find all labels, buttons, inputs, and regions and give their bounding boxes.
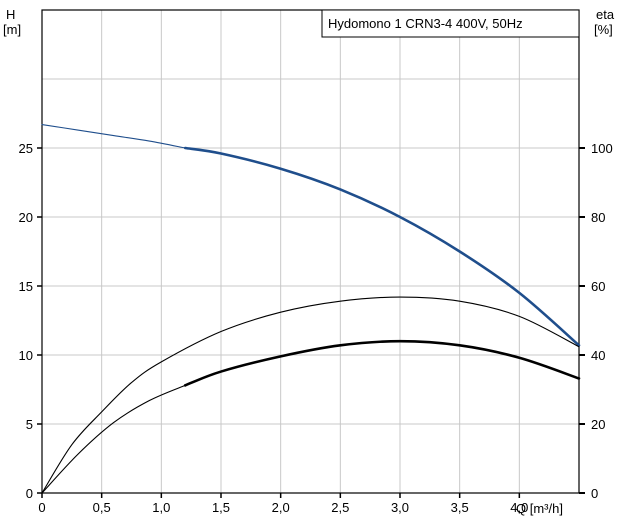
y-left-tick-label: 20 <box>19 210 33 225</box>
x-tick-label: 2,5 <box>331 500 349 515</box>
y-left-tick-label: 10 <box>19 348 33 363</box>
y-left-tick-label: 0 <box>26 486 33 501</box>
curves <box>41 123 581 494</box>
efficiency-curve-thick <box>183 339 581 387</box>
efficiency-max-curve-thin <box>41 296 580 494</box>
y-right-axis-unit: [%] <box>594 22 613 37</box>
x-tick-label: 0 <box>38 500 45 515</box>
y-left-tick-label: 25 <box>19 141 33 156</box>
plot-frame <box>41 9 580 494</box>
x-tick-label: 3,0 <box>391 500 409 515</box>
y-left-axis-label: H <box>6 7 15 22</box>
x-tick-label: 1,0 <box>152 500 170 515</box>
y-right-tick-label: 40 <box>591 348 605 363</box>
grid <box>42 10 579 493</box>
x-tick-label: 0,5 <box>93 500 111 515</box>
y-right-tick-label: 20 <box>591 417 605 432</box>
head-curve-thin <box>41 123 186 149</box>
efficiency-curve-thin <box>41 384 186 494</box>
y-left-tick-label: 5 <box>26 417 33 432</box>
y-right-tick-label: 80 <box>591 210 605 225</box>
y-left-axis-unit: [m] <box>3 22 21 37</box>
y-right-tick-label: 100 <box>591 141 613 156</box>
x-axis-label: Q [m³/h] <box>516 501 563 516</box>
y-right-axis-label: eta <box>596 7 615 22</box>
axis-ticks: 0 0,5 1,0 1,5 2,0 2,5 3,0 3,5 4,0 0 5 10 15 20 25 0 20 40… <box>19 141 613 515</box>
chart-title-box: Hydomono 1 CRN3-4 400V, 50Hz <box>321 9 580 38</box>
x-tick-label: 2,0 <box>272 500 290 515</box>
x-tick-label: 1,5 <box>212 500 230 515</box>
head-curve-thick <box>183 146 581 347</box>
x-tick-label: 3,5 <box>451 500 469 515</box>
y-left-tick-label: 15 <box>19 279 33 294</box>
y-right-tick-label: 60 <box>591 279 605 294</box>
y-right-tick-label: 0 <box>591 486 598 501</box>
x-tick-label: 4,0 <box>510 500 528 515</box>
chart-title: Hydomono 1 CRN3-4 400V, 50Hz <box>328 16 523 31</box>
